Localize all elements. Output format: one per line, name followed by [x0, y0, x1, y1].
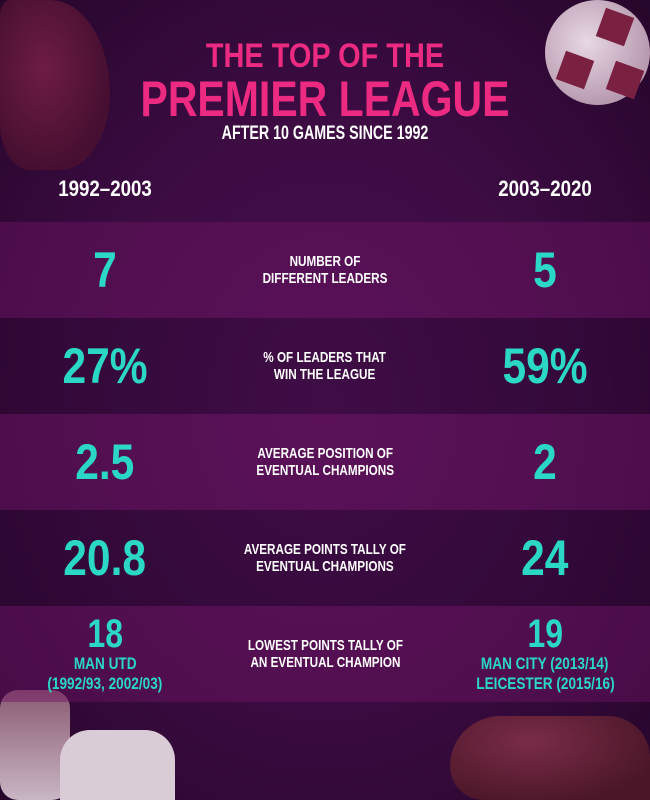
right-note: MAN CITY (2013/14) — [481, 654, 609, 673]
stat-label: AVERAGE POINTS TALLY OF EVENTUAL CHAMPIO… — [243, 541, 407, 575]
right-value: 5 — [533, 242, 557, 298]
stat-row: 20.8 AVERAGE POINTS TALLY OF EVENTUAL CH… — [0, 510, 650, 606]
stat-label: NUMBER OF DIFFERENT LEADERS — [262, 253, 388, 287]
period-right: 2003–2020 — [498, 176, 592, 201]
period-left: 1992–2003 — [58, 176, 152, 201]
left-value: 7 — [93, 242, 117, 298]
title-line-2: PREMIER LEAGUE — [140, 71, 510, 127]
right-value: 59% — [502, 338, 588, 394]
right-value: 19 — [527, 612, 563, 656]
left-value: 2.5 — [75, 434, 135, 490]
left-value: 27% — [62, 338, 148, 394]
stat-label: % OF LEADERS THAT WIN THE LEAGUE — [263, 349, 387, 383]
right-value: 24 — [521, 530, 569, 586]
right-note: LEICESTER (2015/16) — [475, 674, 615, 693]
left-value: 20.8 — [63, 530, 147, 586]
stat-row: 2.5 AVERAGE POSITION OF EVENTUAL CHAMPIO… — [0, 414, 650, 510]
stat-row: 27% % OF LEADERS THAT WIN THE LEAGUE 59% — [0, 318, 650, 414]
left-note: MAN UTD — [73, 654, 137, 673]
stat-label: AVERAGE POSITION OF EVENTUAL CHAMPIONS — [256, 445, 394, 479]
stat-label: LOWEST POINTS TALLY OF AN EVENTUAL CHAMP… — [247, 637, 403, 671]
goalkeeper-gloves-image — [0, 690, 180, 800]
stat-row: 18 MAN UTD (1992/93, 2002/03) LOWEST POI… — [0, 606, 650, 702]
title-line-1: THE TOP OF THE — [205, 37, 445, 75]
left-value: 18 — [87, 612, 123, 656]
football-boot-image — [450, 716, 650, 800]
stat-row: 7 NUMBER OF DIFFERENT LEADERS 5 — [0, 222, 650, 318]
football-boot-image — [0, 0, 110, 170]
football-image — [545, 0, 650, 105]
right-value: 2 — [533, 434, 557, 490]
left-note: (1992/93, 2002/03) — [47, 674, 163, 693]
subtitle: AFTER 10 GAMES SINCE 1992 — [221, 123, 429, 144]
